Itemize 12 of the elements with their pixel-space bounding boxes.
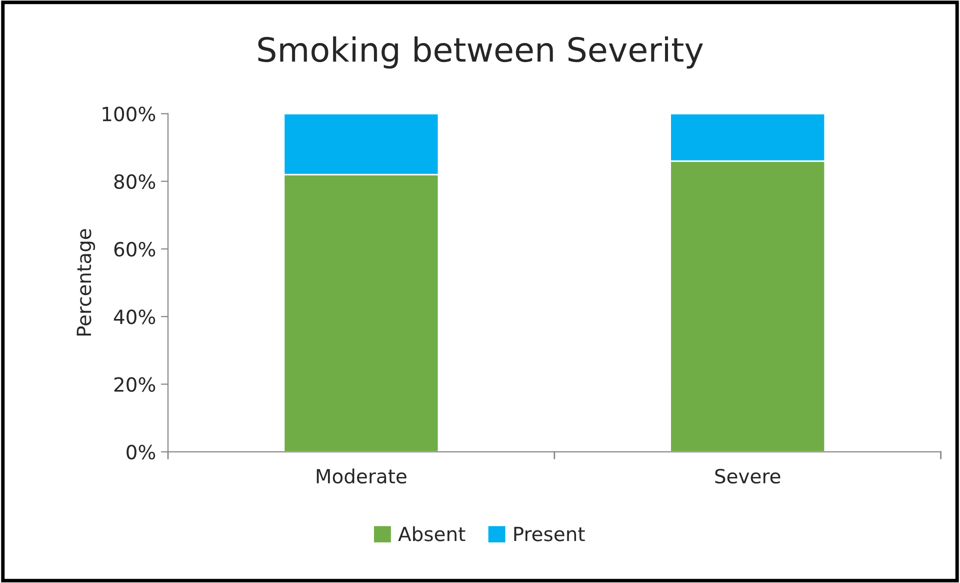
legend-label: Absent (398, 526, 466, 542)
y-tick-label: 100% (102, 106, 156, 122)
chart-title: Smoking between Severity (258, 36, 703, 69)
y-tick-label: 40% (114, 310, 156, 324)
y-tick-label: 80% (114, 174, 156, 189)
y-axis-title: Percentage (76, 229, 96, 336)
x-tick-label: Moderate (316, 468, 406, 484)
y-tick-label: 0% (126, 444, 156, 460)
legend-label: Present (514, 526, 585, 542)
x-tick-label: Severe (715, 468, 780, 484)
y-tick-label: 20% (114, 377, 156, 392)
y-tick-label: 60% (114, 242, 156, 257)
